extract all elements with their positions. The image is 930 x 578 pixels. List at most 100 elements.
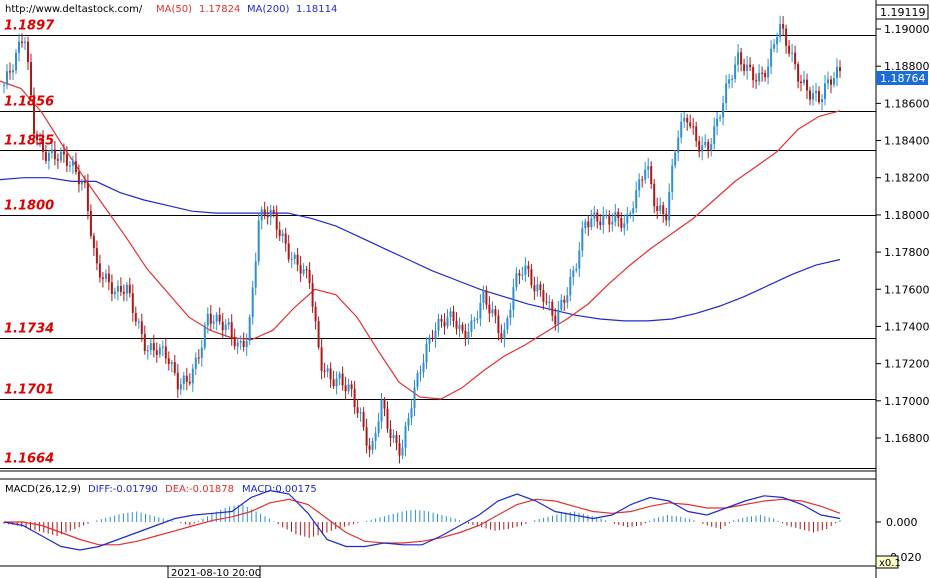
candle-body xyxy=(266,214,269,218)
candle-body xyxy=(578,250,581,269)
candle-body xyxy=(671,165,674,192)
candle-body xyxy=(791,52,794,54)
candle-body xyxy=(95,248,98,264)
candle-body xyxy=(515,273,518,288)
macd-diff-line xyxy=(3,489,841,551)
candle-body xyxy=(410,408,413,419)
candle-body xyxy=(359,412,362,414)
candle-body xyxy=(92,235,95,249)
candle-body xyxy=(113,291,116,295)
candle-body xyxy=(749,64,752,68)
candle-body xyxy=(83,181,86,183)
candle-body xyxy=(464,330,467,338)
candle-body xyxy=(329,368,332,380)
candle-body xyxy=(803,79,805,83)
candle-body xyxy=(65,154,68,166)
candle-body xyxy=(188,381,191,384)
candle-body xyxy=(15,52,17,71)
candle-body xyxy=(374,433,377,441)
ma200-line xyxy=(0,177,841,322)
candle-body xyxy=(173,362,176,373)
date-label: 2021-08-10 20:00 xyxy=(171,568,261,578)
ma50-label: MA(50) xyxy=(156,4,192,15)
zoom-label[interactable]: x0.1 xyxy=(879,558,901,569)
candle-body xyxy=(503,329,506,339)
candle-body xyxy=(623,223,626,228)
candle-body xyxy=(317,321,320,348)
candle-body xyxy=(692,126,695,128)
candle-body xyxy=(461,324,464,331)
candle-body xyxy=(728,79,731,84)
price-tick-label: 1.17200 xyxy=(884,358,930,371)
candle-body xyxy=(380,399,383,422)
candle-body xyxy=(821,98,823,103)
candle-body xyxy=(437,318,440,331)
level-label: 1.1897 xyxy=(4,19,55,34)
candle-body xyxy=(809,90,811,100)
candle-body xyxy=(494,309,497,316)
candle-body xyxy=(326,368,329,372)
candle-body xyxy=(197,357,200,359)
candle-body xyxy=(281,233,284,237)
candle-body xyxy=(3,84,5,86)
candle-body xyxy=(521,274,524,276)
candle-body xyxy=(557,309,560,325)
candle-body xyxy=(782,24,785,29)
level-label: 1.1835 xyxy=(4,134,54,149)
candle-body xyxy=(56,159,59,161)
candle-body xyxy=(617,212,620,218)
candle-body xyxy=(128,284,131,294)
candle-body xyxy=(230,322,233,337)
candle-body xyxy=(134,312,137,322)
candle-body xyxy=(269,210,272,218)
candle-body xyxy=(833,78,835,85)
candle-body xyxy=(683,117,686,122)
candle-body xyxy=(74,161,77,172)
candle-body xyxy=(653,183,656,207)
candle-body xyxy=(614,212,617,222)
candle-body xyxy=(479,302,482,319)
candle-body xyxy=(164,346,167,359)
macd-dea-line xyxy=(4,498,841,546)
candle-body xyxy=(62,151,65,155)
candle-body xyxy=(209,313,212,324)
candle-body xyxy=(362,412,365,428)
candle-body xyxy=(242,341,245,348)
candle-body xyxy=(233,337,236,347)
candle-body xyxy=(587,221,590,228)
candle-body xyxy=(248,317,251,341)
candle-body xyxy=(47,152,50,161)
source-url[interactable]: http://www.deltastock.com/ xyxy=(5,4,143,15)
candle-body xyxy=(770,48,773,67)
candle-body xyxy=(431,337,434,340)
candle-body xyxy=(27,41,29,63)
candle-body xyxy=(440,318,443,322)
candle-body xyxy=(767,66,770,78)
candle-body xyxy=(44,151,47,161)
candle-body xyxy=(500,333,503,339)
candle-body xyxy=(734,64,737,79)
candle-body xyxy=(824,83,826,99)
candle-body xyxy=(527,265,530,270)
candle-body xyxy=(125,284,128,294)
price-tick-label: 1.17600 xyxy=(884,283,930,296)
ma200-value: 1.18114 xyxy=(296,4,337,15)
candle-body xyxy=(143,334,146,351)
price-tick-label: 1.17000 xyxy=(884,395,930,408)
candle-body xyxy=(119,286,122,292)
zoom-box[interactable] xyxy=(875,555,899,569)
macd-tick-label: 0.000 xyxy=(886,516,918,529)
candle-body xyxy=(86,182,89,211)
date-box xyxy=(167,565,261,578)
candle-body xyxy=(170,362,173,364)
candle-body xyxy=(659,205,662,211)
candle-body xyxy=(53,149,56,160)
candle-body xyxy=(104,273,107,279)
candle-body xyxy=(746,64,749,71)
candle-body xyxy=(452,311,455,321)
candle-body xyxy=(239,341,242,343)
candle-body xyxy=(68,165,71,167)
candle-body xyxy=(185,375,188,382)
candle-body xyxy=(470,320,473,332)
candle-body xyxy=(584,221,587,229)
